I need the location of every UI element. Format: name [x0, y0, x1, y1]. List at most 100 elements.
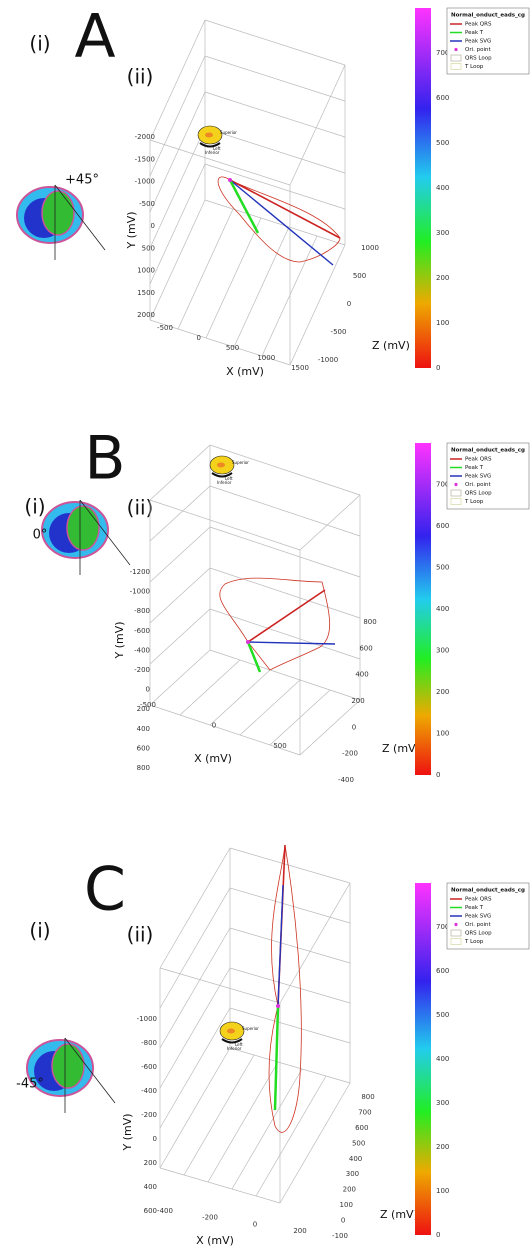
- heart-sketch: [41, 499, 131, 575]
- box-edge: [149, 485, 211, 542]
- z-tick-label: 500: [353, 272, 366, 280]
- y-tick-label: 600: [144, 1207, 157, 1215]
- box-edge: [231, 1068, 303, 1190]
- z-tick-label: -500: [331, 328, 347, 336]
- legend-entry: T Loop: [464, 939, 484, 945]
- colorbar-tick-label: 400: [436, 1055, 449, 1063]
- face-label: Left: [213, 146, 221, 151]
- box-edge: [149, 704, 301, 756]
- y-tick-label: -800: [141, 1039, 157, 1047]
- box-edge: [177, 208, 234, 330]
- z-tick-label: 0: [352, 723, 356, 731]
- y-tick-label: -600: [141, 1063, 157, 1071]
- y-tick-label: -1000: [130, 588, 150, 596]
- box-edge: [229, 847, 351, 884]
- legend-entry: Peak SVG: [465, 39, 491, 45]
- colorbar-tick-label: 500: [436, 1011, 449, 1019]
- box-edge: [299, 494, 361, 551]
- face-label: Superior: [232, 460, 249, 465]
- x-tick-label: -400: [157, 1207, 173, 1215]
- colorbar-tick-label: 0: [436, 364, 440, 372]
- qrs-loop: [268, 844, 302, 1133]
- angle-label: 0°: [33, 528, 48, 543]
- colorbar-tick-label: 400: [436, 184, 449, 192]
- y-tick-label: 200: [144, 1159, 157, 1167]
- z-tick-label: 100: [340, 1201, 353, 1209]
- legend-swatch: [450, 929, 462, 937]
- legend-entry: Peak SVG: [465, 474, 491, 480]
- legend-swatch: [450, 489, 462, 497]
- z-tick-label: -400: [338, 776, 354, 784]
- x-tick-label: 200: [293, 1227, 306, 1235]
- angle-label: +45°: [65, 173, 99, 188]
- x-tick-label: 500: [273, 742, 286, 750]
- peak-svg-vector: [229, 179, 334, 266]
- peak-t-vector: [228, 179, 260, 234]
- panel-label: A: [74, 2, 115, 72]
- box-edge: [149, 55, 206, 177]
- x-axis-title: X (mV): [196, 1234, 234, 1247]
- colorbar-tick-label: 600: [436, 967, 449, 975]
- z-tick-label: -1000: [318, 356, 338, 364]
- colorbar-tick-label: 0: [436, 1231, 440, 1239]
- box-edge: [159, 927, 231, 1049]
- x-tick-label: 1500: [291, 364, 309, 372]
- legend-swatch: [454, 482, 458, 487]
- box-edge: [229, 1007, 351, 1044]
- legend-swatch: [450, 63, 462, 70]
- z-tick-label: 600: [359, 644, 372, 652]
- face-spot: [205, 132, 213, 138]
- y-tick-label: 800: [137, 764, 150, 772]
- plot-box: [159, 847, 351, 1204]
- face-label: Left: [225, 476, 233, 481]
- colorbar-tick-label: 600: [436, 522, 449, 530]
- legend-entry: Ori. point: [465, 482, 491, 488]
- legend-title: Normal_onduct_eads_cg: [451, 888, 525, 894]
- sub-label: (i): [24, 495, 45, 519]
- x-tick-label: 0: [197, 334, 201, 342]
- legend-entry: QRS Loop: [465, 56, 492, 62]
- colorbar: [415, 443, 431, 775]
- legend-entry: Peak QRS: [465, 897, 492, 903]
- y-tick-label: 200: [137, 705, 150, 713]
- z-tick-label: 0: [341, 1217, 345, 1225]
- panel: C(i) (ii)-45°-1000-800-600-400-2000200400…: [16, 844, 530, 1247]
- y-tick-label: 0: [151, 222, 155, 230]
- box-edge: [209, 669, 271, 726]
- y-tick-label: -1500: [135, 155, 155, 163]
- heart-arrow: [79, 499, 131, 566]
- x-tick-label: -500: [140, 701, 156, 709]
- legend-entry: Peak QRS: [465, 22, 492, 28]
- x-tick-label: 500: [226, 344, 239, 352]
- box-edge: [209, 526, 361, 578]
- x-tick-label: 1000: [257, 354, 275, 362]
- box-edge: [209, 485, 361, 537]
- colorbar-tick-label: 600: [436, 94, 449, 102]
- y-tick-label: 0: [153, 1135, 157, 1143]
- z-tick-label: 0: [347, 300, 351, 308]
- box-edge: [279, 882, 351, 1004]
- origin-point: [276, 1004, 280, 1008]
- box-edge: [207, 1061, 279, 1183]
- box-edge: [149, 608, 211, 665]
- box-edge: [149, 91, 206, 213]
- plot-box: [149, 444, 361, 756]
- colorbar-tick-label: 300: [436, 229, 449, 237]
- y-tick-label: 0: [146, 686, 150, 694]
- box-edge: [183, 1054, 255, 1176]
- legend: Normal_onduct_eads_cg Peak QRS Peak T Peak …: [446, 882, 530, 950]
- qrs-loop: [219, 577, 331, 671]
- plot-box: [149, 19, 346, 366]
- y-tick-label: -400: [134, 646, 150, 654]
- colorbar: [415, 883, 431, 1235]
- colorbar-tick-label: 200: [436, 688, 449, 696]
- panel-label: B: [84, 424, 125, 494]
- sub-label: (ii): [127, 923, 154, 947]
- face-label: Inferior: [205, 150, 220, 155]
- colorbar-tick-label: 200: [436, 274, 449, 282]
- box-edge: [149, 319, 291, 366]
- box-edge: [299, 699, 361, 756]
- box-edge: [149, 499, 301, 551]
- heart-arrow: [64, 1037, 116, 1104]
